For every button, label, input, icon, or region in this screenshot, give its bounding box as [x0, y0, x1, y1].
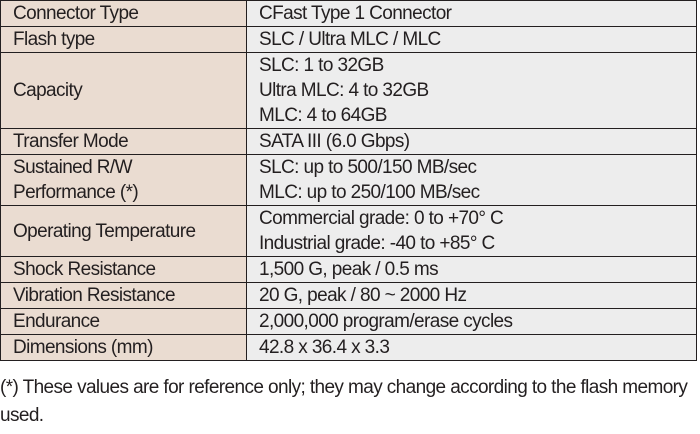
spec-value: Commercial grade: 0 to +70° C — [259, 208, 504, 229]
spec-label: Shock Resistance — [13, 259, 156, 280]
spec-row: Transfer Mode SATA III (6.0 Gbps) — [0, 128, 697, 155]
spec-row: Flash type SLC / Ultra MLC / MLC — [0, 26, 697, 53]
spec-label: Capacity — [13, 80, 83, 101]
spec-value: 1,500 G, peak / 0.5 ms — [259, 259, 439, 280]
spec-value-cell: SLC: 1 to 32GB Ultra MLC: 4 to 32GB MLC: 4… — [246, 52, 697, 129]
spec-label: Transfer Mode — [13, 131, 129, 152]
spec-label: Dimensions (mm) — [13, 337, 153, 358]
spec-value-cell: 42.8 x 36.4 x 3.3 — [246, 334, 697, 361]
spec-value: MLC: up to 250/100 MB/sec — [259, 182, 480, 203]
spec-row: Dimensions (mm) 42.8 x 36.4 x 3.3 — [0, 334, 697, 361]
spec-value: 42.8 x 36.4 x 3.3 — [259, 337, 390, 358]
spec-label-cell: Shock Resistance — [0, 256, 247, 283]
spec-table-body: Connector Type CFast Type 1 Connector Flas… — [0, 0, 697, 361]
spec-value: SLC / Ultra MLC / MLC — [259, 29, 441, 50]
spec-table: Connector Type CFast Type 1 Connector Flas… — [0, 0, 697, 361]
spec-label: Endurance — [13, 311, 100, 332]
spec-label-cell: Flash type — [0, 26, 247, 53]
spec-value-cell: SATA III (6.0 Gbps) — [246, 128, 697, 155]
spec-value-cell: SLC: up to 500/150 MB/sec MLC: up to 250/… — [246, 154, 697, 206]
spec-label: Performance (*) — [13, 182, 139, 203]
footnote: (*) These values are for reference only;… — [0, 377, 688, 426]
spec-label-cell: Transfer Mode — [0, 128, 247, 155]
spec-value-cell: 1,500 G, peak / 0.5 ms — [246, 256, 697, 283]
spec-row: Shock Resistance 1,500 G, peak / 0.5 ms — [0, 256, 697, 283]
spec-row: Capacity SLC: 1 to 32GB Ultra MLC: 4 to 32… — [0, 52, 697, 129]
spec-label-cell: Vibration Resistance — [0, 282, 247, 309]
spec-row: Connector Type CFast Type 1 Connector — [0, 0, 697, 27]
spec-value-cell: CFast Type 1 Connector — [246, 0, 697, 27]
spec-value: SLC: 1 to 32GB — [259, 55, 384, 76]
spec-value: SATA III (6.0 Gbps) — [259, 131, 410, 152]
spec-label-cell: Operating Temperature — [0, 205, 247, 257]
spec-label: Vibration Resistance — [13, 285, 176, 306]
spec-label-cell: Dimensions (mm) — [0, 334, 247, 361]
spec-label-cell: Sustained R/W Performance (*) — [0, 154, 247, 206]
spec-value-cell: Commercial grade: 0 to +70° C Industrial … — [246, 205, 697, 257]
spec-label: Operating Temperature — [13, 220, 196, 242]
spec-label: Flash type — [13, 29, 95, 50]
spec-label: Sustained R/W — [13, 157, 133, 178]
spec-row: Operating Temperature Commercial grade: 0… — [0, 205, 697, 257]
spec-value-cell: 2,000,000 program/erase cycles — [246, 308, 697, 335]
spec-value-cell: 20 G, peak / 80 ~ 2000 Hz — [246, 282, 697, 309]
spec-label-cell: Capacity — [0, 52, 247, 129]
spec-value: Industrial grade: -40 to +85° C — [259, 233, 495, 254]
spec-label: Connector Type — [13, 3, 139, 24]
spec-row: Vibration Resistance 20 G, peak / 80 ~ 20… — [0, 282, 697, 309]
spec-value-cell: SLC / Ultra MLC / MLC — [246, 26, 697, 53]
spec-value: MLC: 4 to 64GB — [259, 105, 387, 126]
spec-label-cell: Endurance — [0, 308, 247, 335]
spec-value: SLC: up to 500/150 MB/sec — [259, 157, 477, 178]
spec-value: 2,000,000 program/erase cycles — [259, 311, 513, 332]
spec-value: Ultra MLC: 4 to 32GB — [259, 80, 429, 101]
spec-row: Sustained R/W Performance (*) SLC: up to 5… — [0, 154, 697, 206]
spec-label-cell: Connector Type — [0, 0, 247, 27]
spec-row: Endurance 2,000,000 program/erase cycles — [0, 308, 697, 335]
spec-value: 20 G, peak / 80 ~ 2000 Hz — [259, 285, 467, 306]
spec-value: CFast Type 1 Connector — [259, 3, 452, 24]
